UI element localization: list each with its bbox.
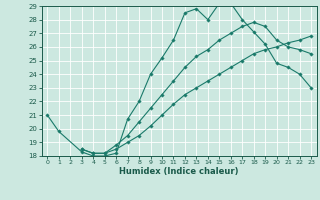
X-axis label: Humidex (Indice chaleur): Humidex (Indice chaleur) xyxy=(119,167,239,176)
